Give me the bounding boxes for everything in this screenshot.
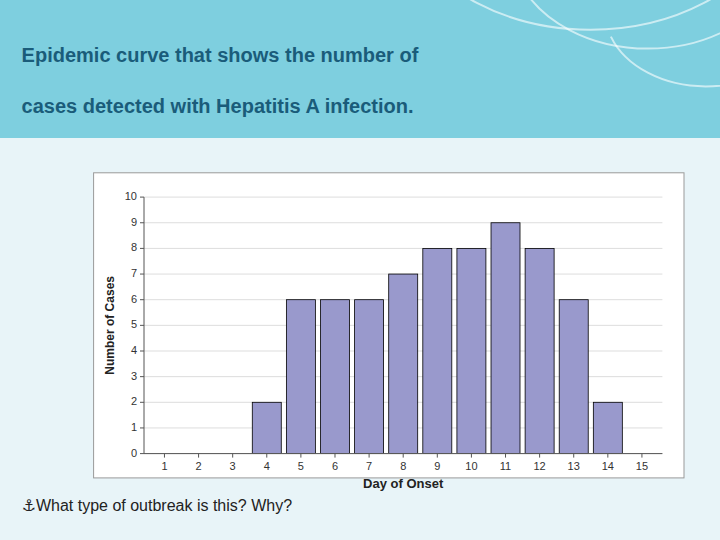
y-tick (140, 325, 144, 326)
x-tick-label: 13 (568, 460, 580, 472)
x-tick-label: 11 (500, 460, 511, 472)
header-arc (611, 37, 720, 87)
x-tick (403, 454, 404, 458)
y-tick-label: 7 (131, 267, 137, 279)
x-tick (334, 454, 335, 458)
x-tick (573, 454, 574, 458)
bar (559, 300, 588, 454)
x-tick (232, 454, 233, 458)
title: Epidemic curve that shows the number of (22, 44, 419, 66)
bars (252, 223, 622, 454)
x-tick (437, 454, 438, 458)
x-tick (539, 454, 540, 458)
title: cases detected with Hepatitis A infectio… (22, 95, 414, 117)
bar (252, 402, 281, 453)
x-tick-label: 4 (264, 460, 270, 472)
x-tick-label: 10 (465, 460, 477, 472)
bar (286, 300, 315, 454)
bar (593, 402, 622, 453)
x-tick (266, 454, 267, 458)
y-tick (140, 222, 144, 223)
annotation: ⚓What type of outbreak is this? Why? (22, 497, 293, 514)
x-tick-label: 15 (636, 460, 648, 472)
x-tick-label: 12 (533, 460, 545, 472)
y-tick-label: 2 (131, 395, 137, 407)
x-tick (300, 454, 301, 458)
y-tick (140, 427, 144, 428)
y-tick-label: 1 (131, 421, 137, 433)
grid-line (144, 222, 662, 223)
y-tick-label: 9 (131, 216, 137, 228)
x-tick (641, 454, 642, 458)
y-tick-label: 5 (131, 318, 137, 330)
y-tick (140, 376, 144, 377)
x-tick (505, 454, 506, 458)
header-arc (519, 0, 720, 49)
y-tick-label: 4 (131, 344, 137, 356)
y-tick (140, 197, 144, 198)
y-tick-label: 8 (131, 241, 137, 253)
x-tick-label: 1 (161, 460, 167, 472)
grid-line (144, 248, 662, 249)
y-tick-label: 10 (125, 190, 137, 202)
bar (320, 300, 349, 454)
x-tick (164, 454, 165, 458)
y-tick (140, 274, 144, 275)
x-axis-label: Day of Onset (363, 476, 444, 491)
y-tick (140, 453, 144, 454)
y-axis-label: Number of Cases (103, 276, 117, 375)
x-tick (607, 454, 608, 458)
x-tick-label: 9 (434, 460, 440, 472)
y-tick-label: 6 (131, 293, 137, 305)
y-tick-label: 0 (131, 447, 137, 459)
x-tick-label: 6 (332, 460, 338, 472)
x-tick-label: 3 (230, 460, 236, 472)
bar (389, 274, 418, 454)
y-tick (140, 402, 144, 403)
bar (457, 248, 486, 453)
x-tick-label: 2 (196, 460, 202, 472)
bar (423, 248, 452, 453)
y-tick-label: 3 (131, 370, 137, 382)
y-tick (140, 248, 144, 249)
x-tick (471, 454, 472, 458)
x-tick-label: 5 (298, 460, 304, 472)
y-tick (140, 299, 144, 300)
bar (355, 300, 384, 454)
x-tick-label: 7 (366, 460, 372, 472)
slide-background (0, 0, 720, 540)
x-tick (369, 454, 370, 458)
bar (525, 248, 554, 453)
x-tick-label: 8 (400, 460, 406, 472)
chart-box (94, 173, 684, 478)
grid (144, 197, 662, 454)
header-background (0, 0, 720, 138)
chart-svg: Epidemic curve that shows the number of c… (0, 0, 720, 540)
axes: 123456789101112131415012345678910 (125, 190, 663, 472)
grid-line (144, 197, 662, 198)
y-tick (140, 351, 144, 352)
x-tick-label: 14 (602, 460, 614, 472)
bar (491, 223, 520, 454)
x-tick (198, 454, 199, 458)
